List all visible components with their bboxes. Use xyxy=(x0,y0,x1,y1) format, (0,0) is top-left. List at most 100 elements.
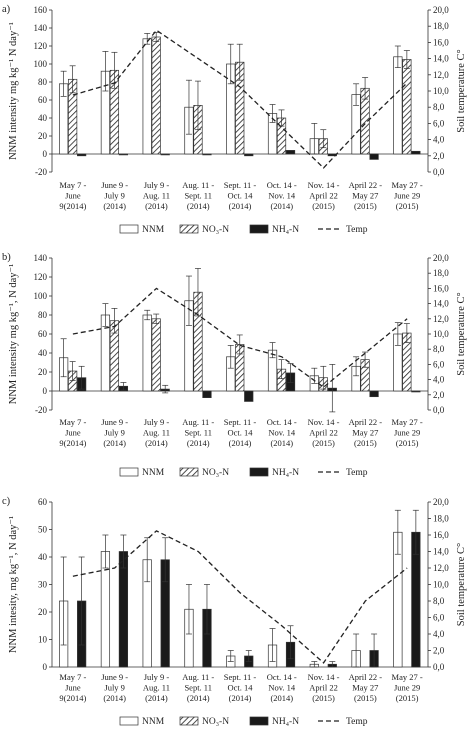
legend-label-temp: Temp xyxy=(346,468,368,478)
y-tick-label: 10 xyxy=(38,635,48,645)
x-tick-label: May 27 xyxy=(352,191,378,201)
y-tick-label: 40 xyxy=(38,348,48,358)
x-tick-label: July 9 - xyxy=(144,672,170,682)
y-tick-label: 0 xyxy=(43,149,48,159)
panel-label: a) xyxy=(2,4,11,15)
y2-tick-label: 10,0 xyxy=(433,86,449,96)
bar-nh4 xyxy=(369,153,379,160)
y-tick-label: 60 xyxy=(38,95,48,105)
bar-nh4 xyxy=(118,551,129,668)
x-tick-label: Nov. 14 - xyxy=(308,672,340,682)
x-tick-label: Oct. 14 - xyxy=(267,417,297,427)
x-tick-label: (2014) xyxy=(187,438,210,448)
y-tick-label: 140 xyxy=(34,23,48,33)
y-axis-title: NNM intensity mg kg⁻¹ N day⁻¹ xyxy=(8,22,19,160)
x-tick-label: April 22 xyxy=(309,428,338,438)
x-tick-label: May 7 - xyxy=(59,180,86,190)
legend-label-temp: Temp xyxy=(346,717,368,727)
y-tick-label: 60 xyxy=(38,497,48,507)
y-tick-label: 140 xyxy=(34,253,48,263)
y2-tick-label: 8,0 xyxy=(433,344,445,354)
legend-swatch-nnm xyxy=(119,224,139,234)
x-tick-label: Aug. 11 xyxy=(143,191,170,201)
bar-nnm xyxy=(393,56,403,155)
y2-tick-label: 4,0 xyxy=(433,375,445,385)
x-tick-label: (2015) xyxy=(396,438,419,448)
y-tick-label: 40 xyxy=(38,113,48,123)
legend-swatch-nh4 xyxy=(249,716,269,726)
panel-label: c) xyxy=(2,496,11,507)
x-tick-label: Aug. 11 xyxy=(143,428,170,438)
x-tick-label: (2015) xyxy=(312,201,335,211)
x-tick-label: May 27 xyxy=(352,683,378,693)
x-tick-label: July 9 xyxy=(104,428,125,438)
y2-tick-label: 14,0 xyxy=(433,54,449,64)
x-tick-label: June 29 xyxy=(394,683,420,693)
x-tick-label: May 7 - xyxy=(59,417,86,427)
x-tick-label: June 9 - xyxy=(101,417,128,427)
legend-label-nnm: NNM xyxy=(142,717,165,727)
x-tick-label: Oct. 14 - xyxy=(267,672,297,682)
x-tick-label: (2014) xyxy=(145,438,168,448)
chart-panel-2: b) -20 0 20 40 60 80 100 120 140 0,0 2,0 4,0 6,0 8,0 10… xyxy=(2,252,467,478)
bar-nh4 xyxy=(202,153,212,156)
x-tick-label: Sept. 11 - xyxy=(224,672,257,682)
chart-panel-3: c) 0 10 20 30 40 50 60 0,0 2,0 4,0 6,0 8,0 10,0 12,0 14… xyxy=(2,496,467,727)
y2-axis-title: Soil temperature C° xyxy=(456,543,467,627)
x-tick-label: June xyxy=(65,191,81,201)
x-tick-label: July 9 xyxy=(104,683,125,693)
y2-tick-label: 6,0 xyxy=(433,613,445,623)
x-tick-label: Nov. 14 xyxy=(268,428,296,438)
x-tick-label: (2014) xyxy=(103,201,126,211)
x-tick-label: April 22 - xyxy=(349,672,383,682)
x-tick-label: Nov. 14 - xyxy=(308,180,340,190)
x-tick-label: May 27 xyxy=(352,428,378,438)
y-tick-label: 0 xyxy=(43,662,48,672)
y-tick-label: 20 xyxy=(38,131,48,141)
bar-nh4 xyxy=(118,153,129,156)
x-tick-label: (2015) xyxy=(354,438,377,448)
y-tick-label: 120 xyxy=(34,272,48,282)
x-tick-label: April 22 xyxy=(309,683,338,693)
x-tick-label: Nov. 14 xyxy=(268,191,296,201)
legend-label-no3: NO₃-N xyxy=(202,717,229,727)
x-tick-label: (2014) xyxy=(103,693,126,703)
bar-nh4 xyxy=(285,150,296,155)
y2-tick-label: 8,0 xyxy=(433,596,445,606)
x-tick-label: Sept. 11 - xyxy=(224,180,257,190)
x-tick-label: (2014) xyxy=(103,438,126,448)
y2-tick-label: 0,0 xyxy=(433,662,445,672)
x-tick-label: (2014) xyxy=(270,438,293,448)
y2-tick-label: 16,0 xyxy=(433,530,449,540)
x-tick-label: (2014) xyxy=(229,201,252,211)
x-tick-label: Nov. 14 xyxy=(268,683,296,693)
panel-label: b) xyxy=(2,252,11,263)
temp-line xyxy=(72,287,408,389)
x-tick-label: (2014) xyxy=(270,693,293,703)
x-tick-label: (2014) xyxy=(187,693,210,703)
y-tick-label: 100 xyxy=(34,59,48,69)
x-tick-label: (2015) xyxy=(354,201,377,211)
bar-nnm xyxy=(142,314,152,392)
x-tick-label: June 9 - xyxy=(101,672,128,682)
x-tick-label: Sept. 11 - xyxy=(224,417,257,427)
y2-tick-label: 12,0 xyxy=(433,314,449,324)
legend-label-nnm: NNM xyxy=(142,225,165,235)
x-tick-label: 9(2014) xyxy=(59,693,86,703)
x-tick-label: (2014) xyxy=(229,693,252,703)
x-tick-label: April 22 - xyxy=(349,180,383,190)
bar-nh4 xyxy=(411,150,421,155)
legend-label-temp: Temp xyxy=(346,225,368,235)
x-tick-label: (2015) xyxy=(312,438,335,448)
legend-swatch-no3 xyxy=(179,224,199,234)
x-tick-label: Oct. 14 xyxy=(227,683,253,693)
legend-label-nh4: NH₄-N xyxy=(272,717,299,727)
y-tick-label: 20 xyxy=(38,607,48,617)
legend-swatch-nnm xyxy=(119,716,139,726)
x-tick-label: April 22 xyxy=(309,191,338,201)
y2-tick-label: 0,0 xyxy=(433,405,445,415)
bar-no3 xyxy=(151,36,161,155)
y2-tick-label: 18,0 xyxy=(433,268,449,278)
y-tick-label: 80 xyxy=(38,310,48,320)
